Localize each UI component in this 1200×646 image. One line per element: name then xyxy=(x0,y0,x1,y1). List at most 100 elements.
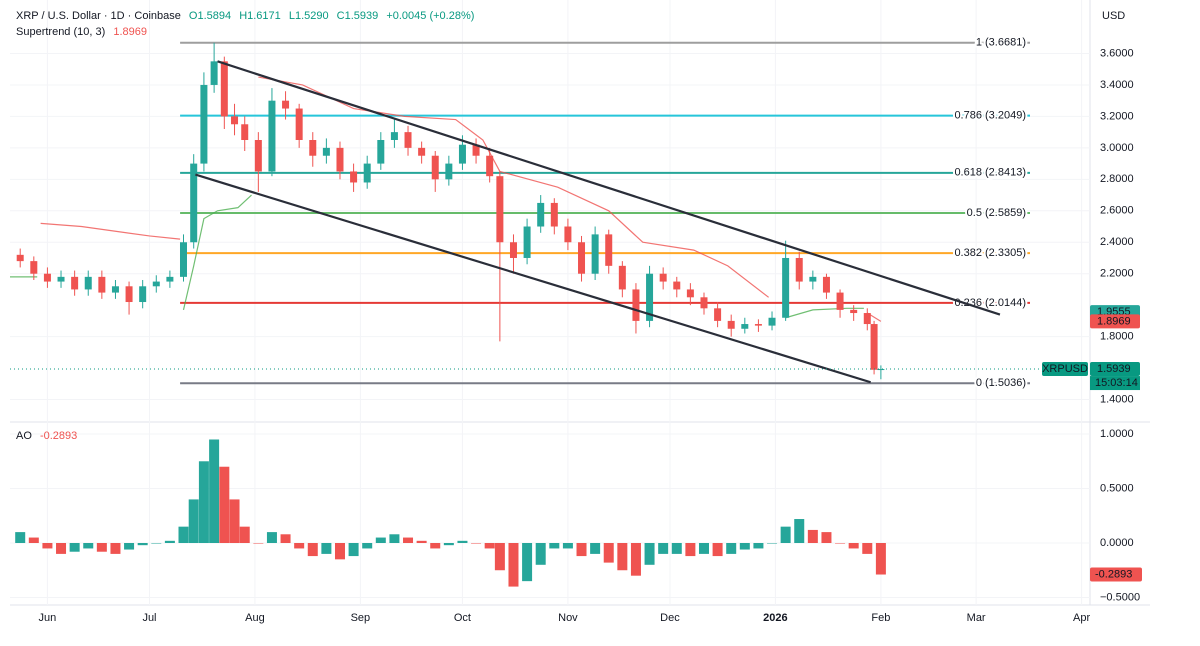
candle-body xyxy=(646,273,654,321)
candle-body xyxy=(322,147,330,156)
y-tick-label: 3.2000 xyxy=(1100,110,1134,122)
ao-bar xyxy=(835,543,846,544)
ohlc-label: C1.5939 xyxy=(336,10,379,22)
indicator-value: 1.8969 xyxy=(113,26,147,38)
y-tick-label: 0.5000 xyxy=(1100,482,1134,494)
ao-bar xyxy=(137,543,148,546)
candle-body xyxy=(754,324,762,326)
candle-body xyxy=(445,163,453,180)
candle-body xyxy=(863,313,871,325)
ao-bar xyxy=(294,543,305,549)
candle-body xyxy=(496,176,504,243)
candle-body xyxy=(458,144,466,164)
ao-bar xyxy=(508,543,519,587)
candle-body xyxy=(836,292,844,310)
price-badge xyxy=(1090,314,1140,329)
ao-bar xyxy=(685,543,696,557)
fib-label: 0 (1.5036) xyxy=(976,377,1026,389)
x-tick-label: Mar xyxy=(967,612,986,624)
ao-bar xyxy=(794,519,805,544)
ao-bar xyxy=(443,543,454,546)
ao-bar xyxy=(151,543,162,544)
candle-body xyxy=(404,132,412,148)
ao-bar xyxy=(658,543,669,554)
fib-label: 0.618 (2.8413) xyxy=(954,167,1026,179)
y-tick-label: 1.8000 xyxy=(1100,331,1134,343)
ao-bar xyxy=(698,543,709,554)
y-tick-label: 1.0000 xyxy=(1100,428,1134,440)
ohlc-label: +0.0045 (+0.28%) xyxy=(386,10,475,22)
ao-bar xyxy=(375,537,386,544)
candle-body xyxy=(727,320,735,329)
ao-bar xyxy=(15,532,26,544)
ao-bar xyxy=(253,543,264,544)
ao-bar xyxy=(56,543,67,554)
y-tick-label: 2.8000 xyxy=(1100,173,1134,185)
candle-body xyxy=(605,234,613,266)
indicator-name: Supertrend (10, 3) xyxy=(16,26,106,38)
ao-bar xyxy=(321,543,332,554)
candle-body xyxy=(591,234,599,274)
ao-bar xyxy=(430,543,441,549)
price-header: XRP / U.S. Dollar · 1D · Coinbase O1.589… xyxy=(16,10,479,22)
ao-bar xyxy=(209,439,220,544)
ao-bar xyxy=(848,543,859,549)
ao-bar xyxy=(753,543,764,549)
candle-body xyxy=(564,226,572,243)
currency: USD xyxy=(1102,10,1126,22)
y-tick-label: −0.5000 xyxy=(1100,591,1140,603)
ao-bar xyxy=(69,543,80,552)
candle-body xyxy=(166,276,174,282)
ao-bar xyxy=(219,466,230,544)
x-tick-label: Jul xyxy=(142,612,156,624)
candle-body xyxy=(523,226,531,258)
price-badge-label: 1.8969 xyxy=(1097,315,1131,327)
candle-body xyxy=(231,116,239,125)
y-tick-label: 2.6000 xyxy=(1100,205,1134,217)
x-tick-label: Dec xyxy=(660,612,680,624)
ao-bar xyxy=(457,540,468,544)
ao-bar xyxy=(307,543,318,557)
ao-bar xyxy=(110,543,121,554)
ao-bar xyxy=(334,543,345,560)
ohlc-label: L1.5290 xyxy=(288,10,329,22)
candle-body xyxy=(268,100,276,172)
candle-body xyxy=(390,132,398,140)
candle-body xyxy=(295,108,303,140)
ao-bar xyxy=(266,532,277,544)
candle-body xyxy=(254,140,262,172)
candle-body xyxy=(870,324,878,370)
y-tick-label: 3.0000 xyxy=(1100,142,1134,154)
candle-body xyxy=(220,61,228,117)
candle-body xyxy=(98,276,106,293)
candle-body xyxy=(210,61,218,85)
ao-bar xyxy=(229,499,240,544)
candle-body xyxy=(190,163,198,243)
ao-bar xyxy=(807,529,818,544)
ao-bar xyxy=(644,543,655,565)
x-tick-label: Sep xyxy=(351,612,371,624)
candle-body xyxy=(71,276,79,290)
y-tick-label: 2.4000 xyxy=(1100,236,1134,248)
fib-label: 0.382 (2.3305) xyxy=(954,247,1026,259)
candle-body xyxy=(509,242,517,258)
candle-body xyxy=(795,257,803,282)
x-tick-label: Apr xyxy=(1073,612,1090,624)
candle-body xyxy=(377,140,385,164)
candle-body xyxy=(241,124,249,140)
candle-body xyxy=(16,254,24,262)
ao-bar xyxy=(198,461,209,544)
symbol-badge xyxy=(1042,362,1088,377)
ao-badge-label: -0.2893 xyxy=(1095,568,1132,580)
ao-bar xyxy=(83,543,94,549)
y-tick-label: 0.0000 xyxy=(1100,537,1134,549)
ao-bar xyxy=(96,543,107,552)
ao-bar xyxy=(590,543,601,554)
supertrend-line xyxy=(40,222,181,240)
candle-body xyxy=(336,147,344,172)
countdown-label: 15:03:14 xyxy=(1095,377,1138,389)
x-tick-label: 2026 xyxy=(763,612,787,624)
fib-label: 0.786 (3.2049) xyxy=(954,110,1026,122)
candle-body xyxy=(200,84,208,164)
